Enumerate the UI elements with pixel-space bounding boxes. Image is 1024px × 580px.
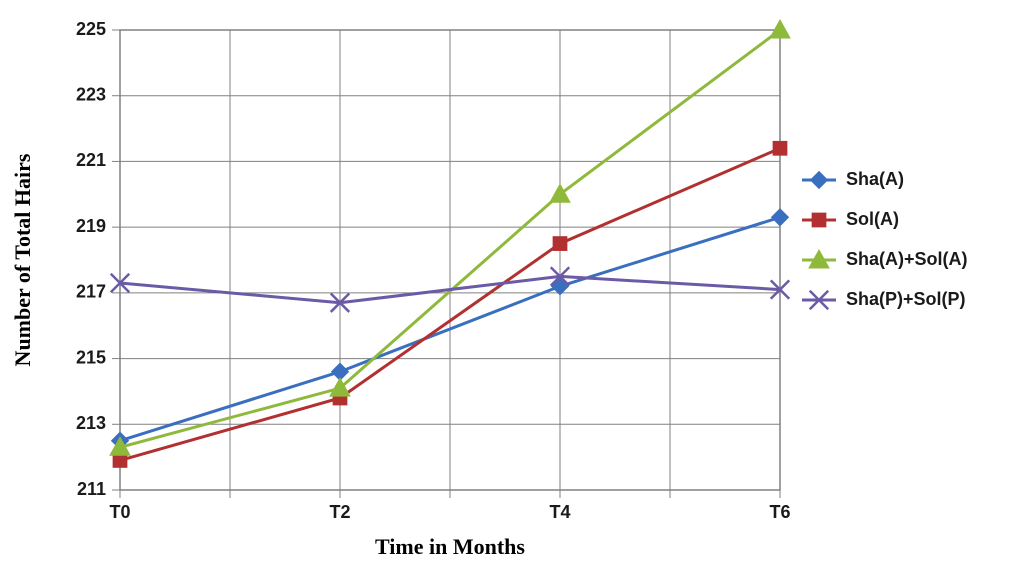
legend-label: Sha(P)+Sol(P) (846, 289, 966, 309)
y-axis-title: Number of Total Hairs (10, 153, 35, 366)
line-chart: 211 213 215 217 219 221 223 225 T0 T2 T4 T6 Number o… (0, 0, 1024, 580)
legend-label: Sha(A) (846, 169, 904, 189)
legend-label: Sha(A)+Sol(A) (846, 249, 968, 269)
legend-item: Sha(A) (802, 169, 904, 189)
x-tick-label: T0 (109, 502, 130, 522)
x-axis-title: Time in Months (375, 534, 525, 559)
y-tick-label: 211 (77, 479, 106, 499)
y-tick-label: 223 (76, 84, 106, 104)
legend-label: Sol(A) (846, 209, 899, 229)
y-tick-label: 215 (76, 347, 106, 367)
x-tick-label: T4 (549, 502, 570, 522)
legend-item: Sol(A) (802, 209, 899, 229)
y-tick-label: 213 (76, 413, 106, 433)
y-tick-label: 221 (76, 150, 106, 170)
legend-item: Sha(A)+Sol(A) (802, 249, 968, 269)
legend-item: Sha(P)+Sol(P) (802, 289, 966, 309)
y-tick-label: 217 (76, 282, 106, 302)
chart-container: 211 213 215 217 219 221 223 225 T0 T2 T4 T6 Number o… (0, 0, 1024, 580)
y-tick-label: 219 (76, 216, 106, 236)
y-tick-label: 225 (76, 19, 106, 39)
x-tick-label: T6 (769, 502, 790, 522)
x-tick-label: T2 (329, 502, 350, 522)
